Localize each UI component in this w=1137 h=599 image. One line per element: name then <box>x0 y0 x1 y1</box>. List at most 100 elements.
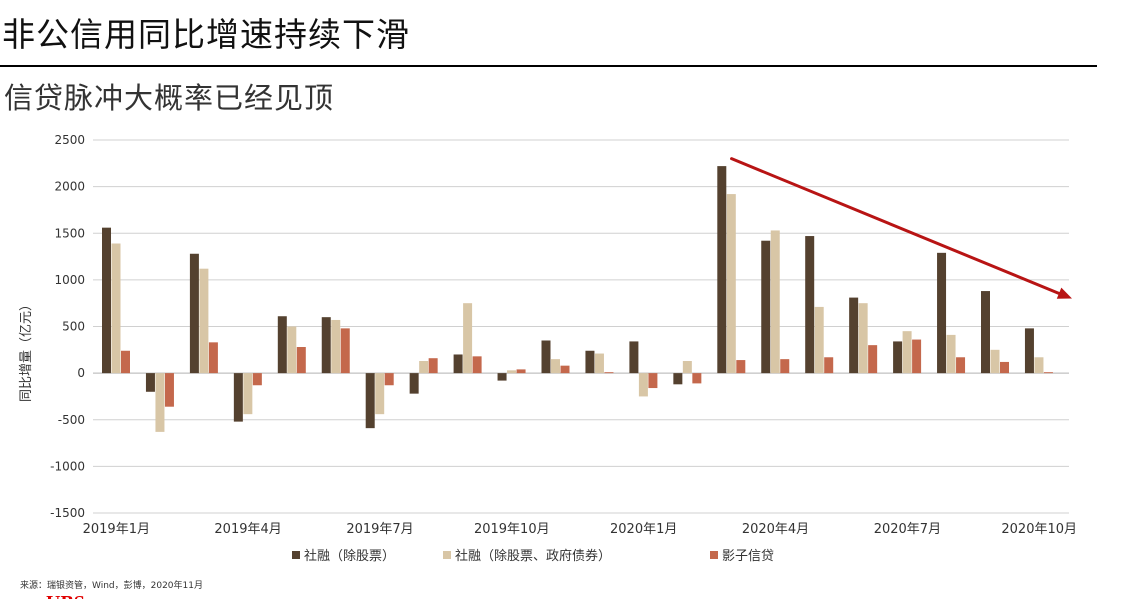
bar-1 <box>761 240 771 374</box>
bar-1 <box>233 373 243 422</box>
bar-3 <box>340 328 350 374</box>
bar-3 <box>956 357 966 374</box>
bar-1 <box>321 317 331 374</box>
page-subtitle: 信贷脉冲大概率已经见顶 <box>4 81 335 115</box>
y-tick-label: -500 <box>58 413 85 427</box>
y-tick-label: 500 <box>62 320 85 334</box>
bar-3 <box>1000 361 1009 374</box>
y-tick-label: 0 <box>77 366 85 380</box>
legend-label: 社融（除股票） <box>304 548 395 564</box>
bar-3 <box>736 360 746 374</box>
y-tick-label: 1000 <box>54 273 85 287</box>
bar-1 <box>849 297 859 374</box>
legend-label: 影子信贷 <box>722 549 774 564</box>
title-divider <box>0 65 1097 67</box>
page-title: 非公信用同比增速持续下滑 <box>2 15 410 54</box>
bar-2 <box>155 373 165 432</box>
bars <box>102 166 1053 432</box>
bar-1 <box>102 227 111 374</box>
bar-3 <box>912 339 922 374</box>
x-tick-label: 2020年7月 <box>874 522 941 537</box>
bar-2 <box>594 353 604 374</box>
bar-3 <box>604 372 614 374</box>
bar-2 <box>507 370 517 374</box>
bar-3 <box>428 358 438 374</box>
x-tick-label: 2019年4月 <box>214 522 281 537</box>
bar-3 <box>648 373 658 389</box>
bar-2 <box>243 373 253 415</box>
x-tick-label: 2020年10月 <box>1001 522 1077 537</box>
bar-2 <box>858 303 868 374</box>
gridlines <box>93 139 1069 514</box>
y-axis-ticks: 2500 2000 1500 1000 500 0 -500 -1000 -1500 <box>50 133 85 520</box>
bar-2 <box>726 194 736 374</box>
bar-1 <box>717 166 727 374</box>
x-tick-label: 2019年1月 <box>83 522 150 537</box>
bar-3 <box>780 359 790 374</box>
bar-3 <box>824 357 834 374</box>
source-note: 来源：瑞银资管，Wind，彭博，2020年11月 <box>20 581 203 591</box>
bar-2 <box>770 230 780 374</box>
bar-1 <box>805 236 815 374</box>
bar-1 <box>937 252 947 374</box>
bar-1 <box>277 316 287 374</box>
bar-2 <box>638 373 648 397</box>
bar-3 <box>208 342 218 374</box>
legend-label: 社融（除股票、政府债券） <box>455 548 611 564</box>
y-tick-label: 1500 <box>54 226 85 240</box>
bar-2 <box>331 319 341 374</box>
x-tick-label: 2020年1月 <box>610 522 677 537</box>
legend-swatch <box>443 551 451 559</box>
bar-1 <box>629 341 639 374</box>
bar-3 <box>164 373 174 407</box>
bar-3 <box>1043 372 1053 374</box>
bar-3 <box>472 356 482 374</box>
trend-arrow-line <box>730 157 1066 298</box>
y-tick-label: -1500 <box>50 506 85 520</box>
y-tick-label: 2000 <box>54 180 85 194</box>
bar-1 <box>673 373 683 385</box>
ubs-logo: UBS <box>46 591 98 599</box>
bar-2 <box>375 373 385 415</box>
bar-3 <box>692 373 702 384</box>
bar-3 <box>296 347 306 374</box>
trend-arrow <box>730 157 1072 299</box>
bar-2 <box>902 331 912 374</box>
bar-3 <box>560 365 570 374</box>
x-tick-label: 2020年4月 <box>742 522 809 537</box>
bar-2 <box>287 326 297 374</box>
bar-1 <box>145 373 155 392</box>
bar-2 <box>682 361 692 374</box>
bar-2 <box>419 361 429 374</box>
bar-1 <box>497 373 507 381</box>
x-axis-ticks: 2019年1月 2019年4月 2019年7月 2019年10月 2020年1月 2020… <box>83 522 1077 537</box>
bar-1 <box>365 373 375 429</box>
x-tick-label: 2019年7月 <box>346 522 413 537</box>
bar-2 <box>199 268 209 374</box>
x-tick-label: 2019年10月 <box>474 522 550 537</box>
bar-2 <box>990 349 1000 374</box>
bar-2 <box>946 334 956 374</box>
bar-2 <box>1034 357 1044 374</box>
bar-1 <box>585 350 595 374</box>
legend-swatch <box>710 551 718 559</box>
bar-2 <box>551 359 560 374</box>
bar-3 <box>384 373 394 386</box>
bar-1 <box>893 341 903 374</box>
bar-2 <box>111 243 121 374</box>
legend-swatch <box>292 551 300 559</box>
legend: 社融（除股票） 社融（除股票、政府债券） 影子信贷 <box>292 548 774 564</box>
trend-arrow-head <box>1056 287 1072 299</box>
bar-3 <box>252 373 262 386</box>
bar-3 <box>121 350 130 374</box>
bar-3 <box>868 345 878 374</box>
y-axis-label: 同比增量（亿元） <box>19 298 34 402</box>
bar-1 <box>981 291 990 374</box>
bar-1 <box>189 253 199 374</box>
bar-1 <box>541 340 551 374</box>
bar-3 <box>516 369 526 374</box>
y-tick-label: -1000 <box>50 459 85 473</box>
bar-2 <box>463 303 473 374</box>
bar-2 <box>814 306 824 374</box>
